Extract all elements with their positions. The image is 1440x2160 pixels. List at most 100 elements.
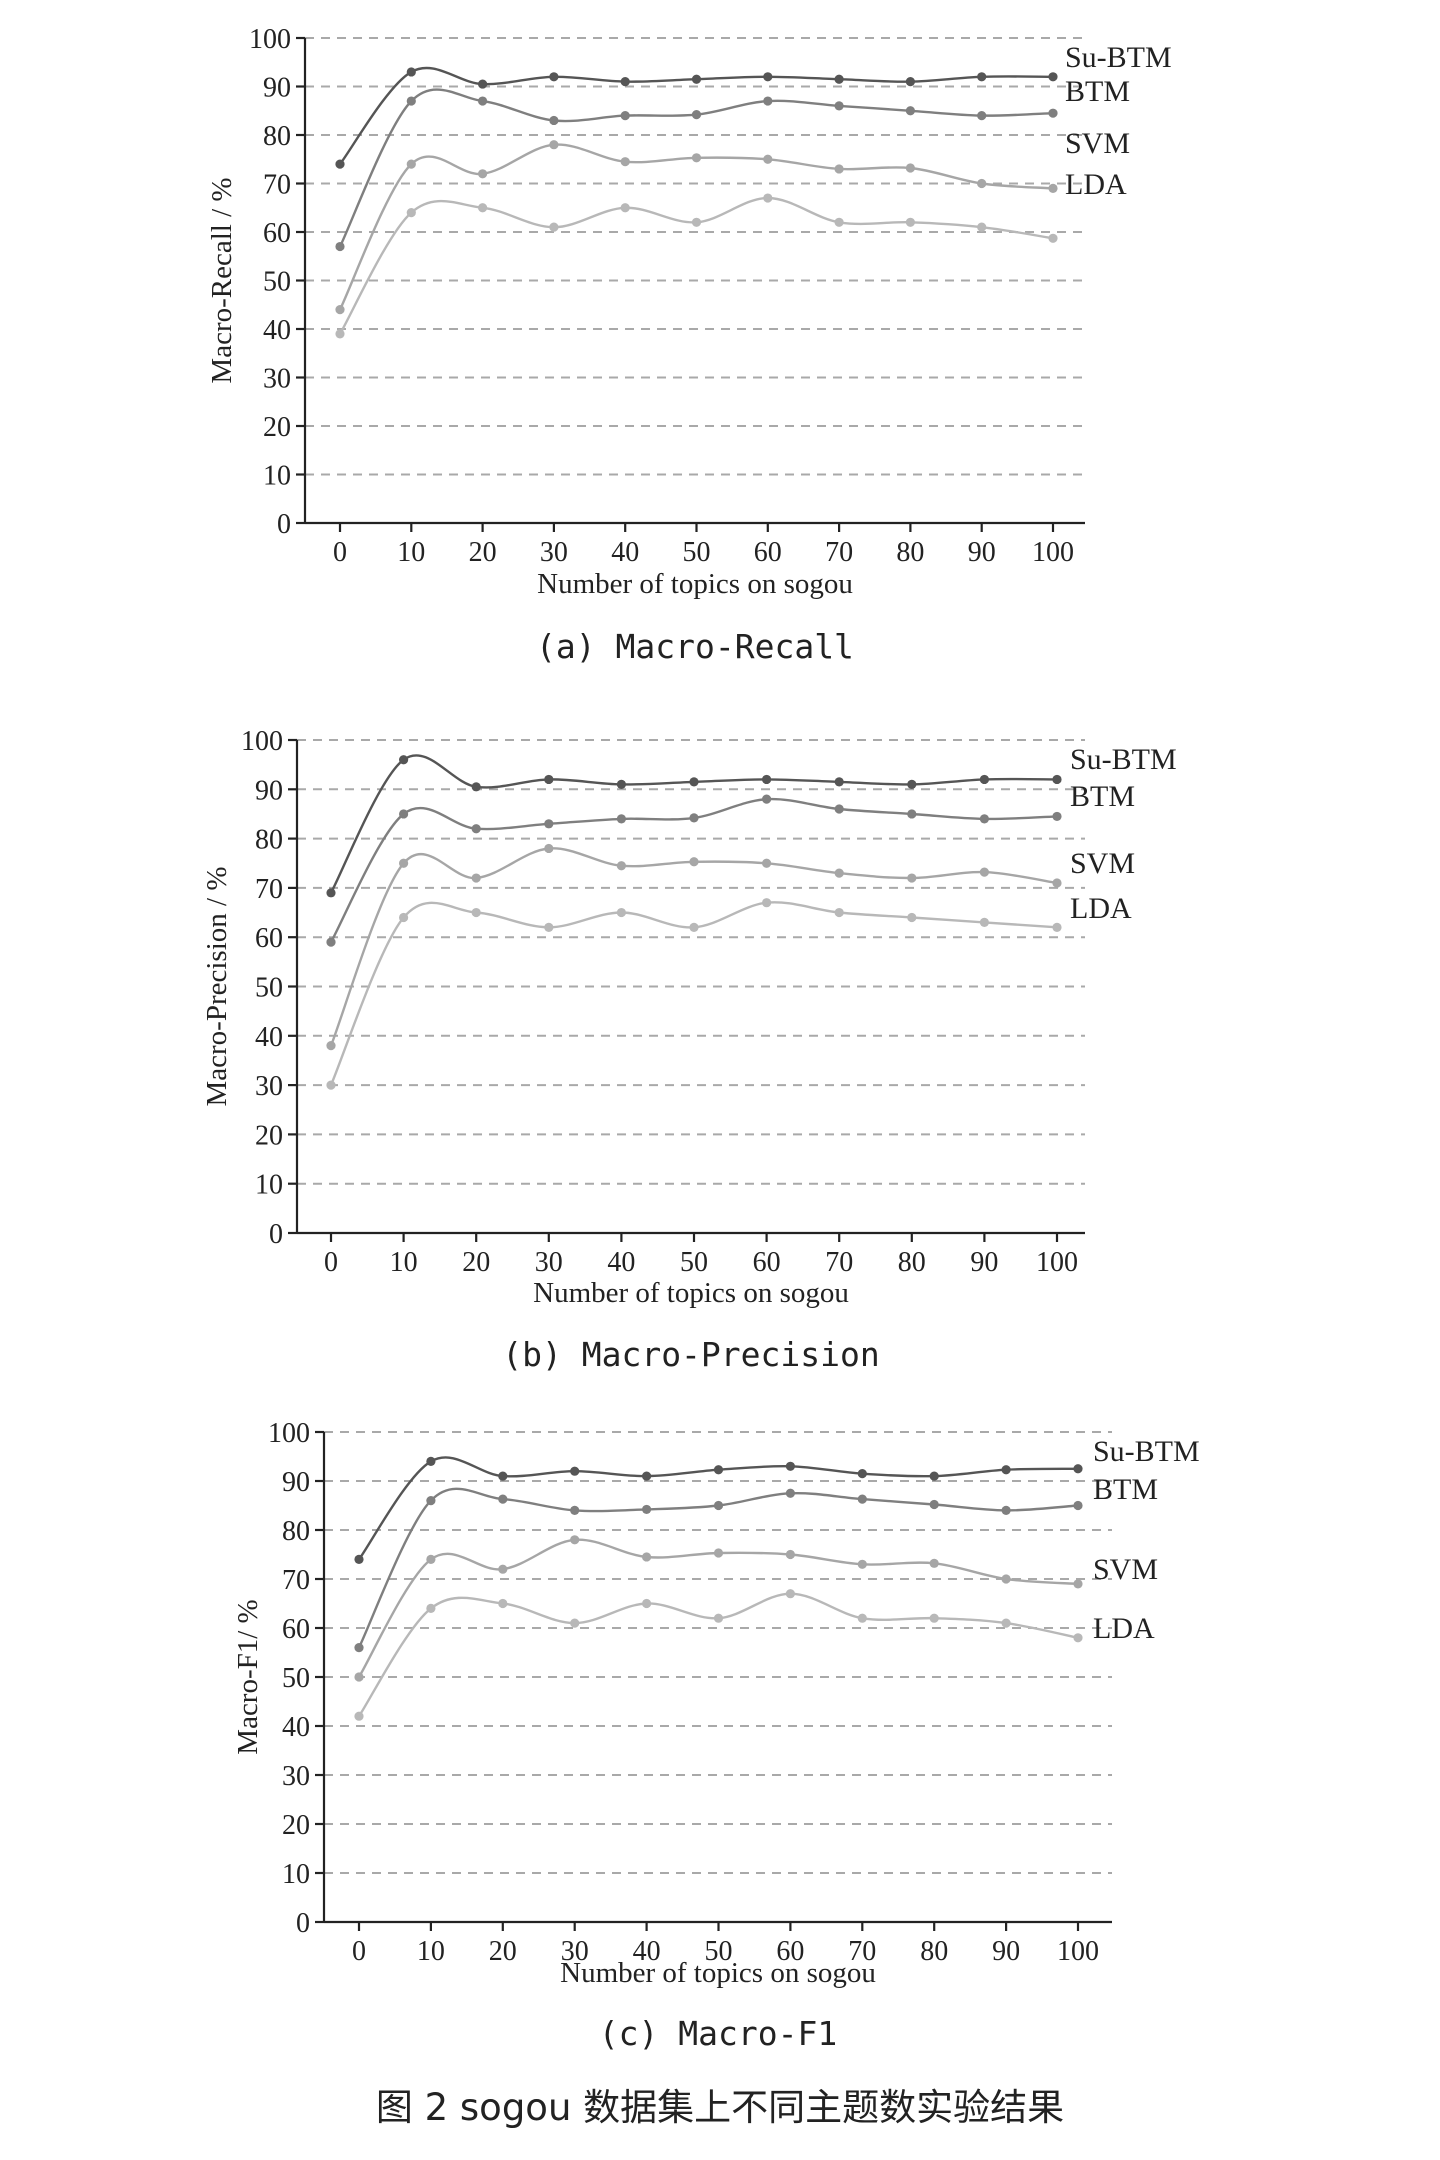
data-point bbox=[1073, 1579, 1083, 1589]
data-point bbox=[857, 1494, 867, 1504]
data-point bbox=[570, 1618, 580, 1628]
x-tick-label: 100 bbox=[1032, 537, 1074, 568]
panel-caption: (c) Macro-F1 bbox=[599, 2014, 837, 2053]
y-axis-title: Macro-F1/ % bbox=[232, 1599, 264, 1754]
data-point bbox=[471, 873, 481, 883]
data-point bbox=[620, 111, 630, 121]
series-lda: LDA bbox=[335, 168, 1127, 339]
y-tick-label: 0 bbox=[277, 509, 291, 540]
data-point bbox=[642, 1471, 652, 1481]
series-line bbox=[358, 1456, 1079, 1561]
gridlines bbox=[324, 1431, 1112, 1874]
x-tick-label: 60 bbox=[776, 1936, 804, 1967]
data-point bbox=[907, 809, 917, 819]
data-point bbox=[929, 1613, 939, 1623]
data-point bbox=[834, 217, 844, 227]
data-point bbox=[616, 779, 627, 789]
data-point bbox=[763, 154, 773, 164]
y-tick-label: 10 bbox=[255, 1170, 283, 1201]
series-su-btm: Su-BTM bbox=[354, 1435, 1200, 1564]
data-point bbox=[335, 241, 345, 252]
data-point bbox=[616, 861, 627, 871]
data-point bbox=[1048, 108, 1058, 118]
data-point bbox=[1052, 774, 1062, 785]
data-point bbox=[857, 1559, 867, 1569]
data-point bbox=[354, 1711, 364, 1721]
data-point bbox=[471, 782, 481, 792]
panel-caption: (b) Macro-Precision bbox=[502, 1335, 880, 1374]
data-point bbox=[326, 1080, 336, 1090]
data-point bbox=[763, 193, 773, 203]
y-tick-label: 90 bbox=[282, 1467, 310, 1498]
data-point bbox=[498, 1494, 508, 1504]
data-point bbox=[498, 1564, 508, 1574]
data-point bbox=[478, 203, 488, 213]
y-tick-label: 10 bbox=[282, 1859, 310, 1890]
data-point bbox=[399, 858, 409, 868]
data-point bbox=[691, 153, 702, 163]
y-tick-label: 40 bbox=[282, 1712, 310, 1743]
y-tick-label: 30 bbox=[263, 364, 291, 395]
data-point bbox=[406, 159, 416, 169]
y-tick-label: 20 bbox=[282, 1810, 310, 1841]
data-point bbox=[979, 774, 990, 785]
data-point bbox=[498, 1471, 508, 1481]
x-tick-label: 10 bbox=[397, 537, 425, 568]
data-point bbox=[1052, 922, 1062, 932]
data-point bbox=[326, 1041, 336, 1051]
data-point bbox=[713, 1548, 724, 1558]
x-tick-label: 100 bbox=[1057, 1936, 1099, 1967]
data-point bbox=[929, 1558, 939, 1568]
data-point bbox=[1001, 1618, 1011, 1628]
x-tick-label: 90 bbox=[968, 537, 996, 568]
data-point bbox=[1073, 1633, 1083, 1643]
data-point bbox=[642, 1598, 652, 1609]
data-point bbox=[471, 824, 481, 834]
series-svm: SVM bbox=[335, 127, 1130, 315]
data-point bbox=[642, 1504, 652, 1515]
series-label: LDA bbox=[1093, 1612, 1155, 1645]
series-btm: BTM bbox=[354, 1473, 1158, 1653]
series-line bbox=[357, 1538, 1079, 1678]
data-point bbox=[689, 922, 699, 932]
data-point bbox=[762, 898, 772, 908]
y-tick-label: 90 bbox=[255, 775, 283, 806]
y-axis-title: Macro-Precision / % bbox=[201, 867, 233, 1107]
gridlines bbox=[305, 37, 1085, 476]
x-axis-title: Number of topics on sogou bbox=[537, 568, 853, 600]
data-point bbox=[713, 1613, 724, 1623]
y-tick-label: 0 bbox=[296, 1908, 310, 1939]
figure-caption: 图 2 sogou 数据集上不同主题数实验结果 bbox=[376, 2086, 1064, 2129]
x-tick-label: 40 bbox=[607, 1247, 635, 1278]
data-point bbox=[478, 79, 488, 89]
series-line bbox=[338, 196, 1054, 335]
data-point bbox=[857, 1469, 867, 1479]
y-tick-label: 80 bbox=[255, 825, 283, 856]
data-point bbox=[905, 106, 916, 116]
series-line bbox=[338, 88, 1054, 248]
x-tick-label: 60 bbox=[754, 537, 782, 568]
data-point bbox=[929, 1499, 939, 1510]
y-tick-label: 80 bbox=[282, 1516, 310, 1547]
x-tick-label: 10 bbox=[390, 1247, 418, 1278]
data-point bbox=[977, 222, 987, 232]
data-point bbox=[1001, 1505, 1011, 1515]
x-tick-label: 40 bbox=[611, 537, 639, 568]
data-point bbox=[354, 1643, 364, 1653]
data-point bbox=[834, 74, 844, 84]
x-axis-title: Number of topics on sogou bbox=[533, 1277, 849, 1309]
data-point bbox=[549, 140, 559, 150]
data-point bbox=[642, 1552, 652, 1562]
data-point bbox=[1048, 72, 1058, 82]
data-point bbox=[478, 96, 488, 106]
data-point bbox=[691, 74, 702, 84]
data-point bbox=[691, 110, 702, 120]
data-point bbox=[354, 1554, 364, 1564]
data-point bbox=[834, 804, 844, 814]
panel-macro-recall: 0 10 20 30 40 50 60 70 80 90 100 0 10 20 30 40 50 60 70 80 9… bbox=[206, 24, 1172, 666]
data-point bbox=[406, 96, 416, 106]
data-point bbox=[1001, 1465, 1011, 1475]
data-point bbox=[763, 72, 773, 82]
y-tick-label: 40 bbox=[255, 1022, 283, 1053]
